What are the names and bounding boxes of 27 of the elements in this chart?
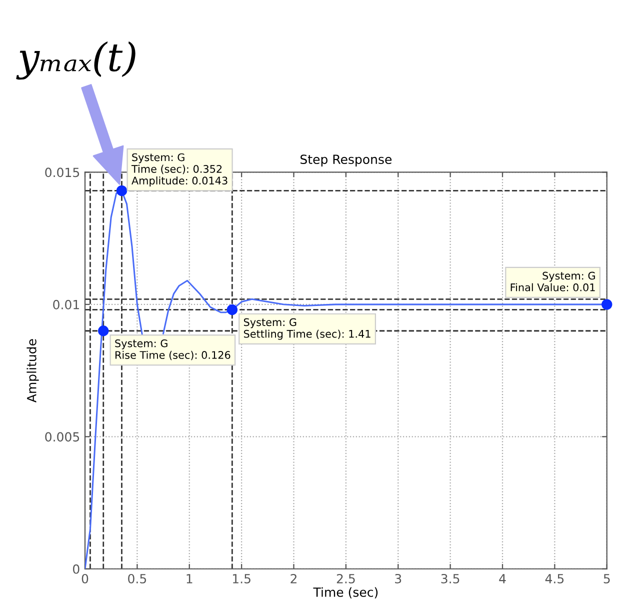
x-tick-label: 2.5 (336, 574, 355, 584)
chart-title: Step Response (300, 154, 392, 166)
x-tick-label: 5 (604, 574, 610, 584)
point (116, 185, 128, 196)
x-axis-title: Time (sec) (313, 587, 378, 598)
x-tick-label: 0.5 (128, 574, 146, 584)
y-tick-label: 0.01 (53, 300, 79, 310)
annotation: System: G Final Value: 0.01 (510, 272, 595, 292)
x-tick-label: 1 (186, 574, 192, 584)
x-tick-label: 4 (499, 574, 506, 584)
x-tick-label: 3.5 (441, 574, 460, 584)
annotation: System: G Settling Time (sec): 1.41 (244, 318, 370, 340)
x-tick-label: 3 (395, 574, 402, 584)
point (602, 299, 612, 310)
x-tick-label: 1.5 (232, 574, 250, 584)
x-tick-label: 2 (290, 574, 296, 584)
annotation: System: G Rise Time (sec): 0.126 (115, 339, 230, 360)
y-tick-label: 0 (73, 564, 80, 574)
annotation: yₘₐₓ(t) (16, 41, 136, 80)
x-tick-label: 0 (82, 574, 88, 584)
annotation: System: G Time (sec): 0.352 Amplitude: 0.0143 (131, 153, 228, 187)
point (226, 304, 238, 316)
y-tick-label: 0.005 (45, 432, 80, 442)
y-tick-label: 0.015 (45, 168, 80, 178)
x-tick-label: 4.5 (545, 574, 564, 584)
y-axis-title: Amplitude (26, 339, 39, 402)
point (98, 326, 109, 336)
